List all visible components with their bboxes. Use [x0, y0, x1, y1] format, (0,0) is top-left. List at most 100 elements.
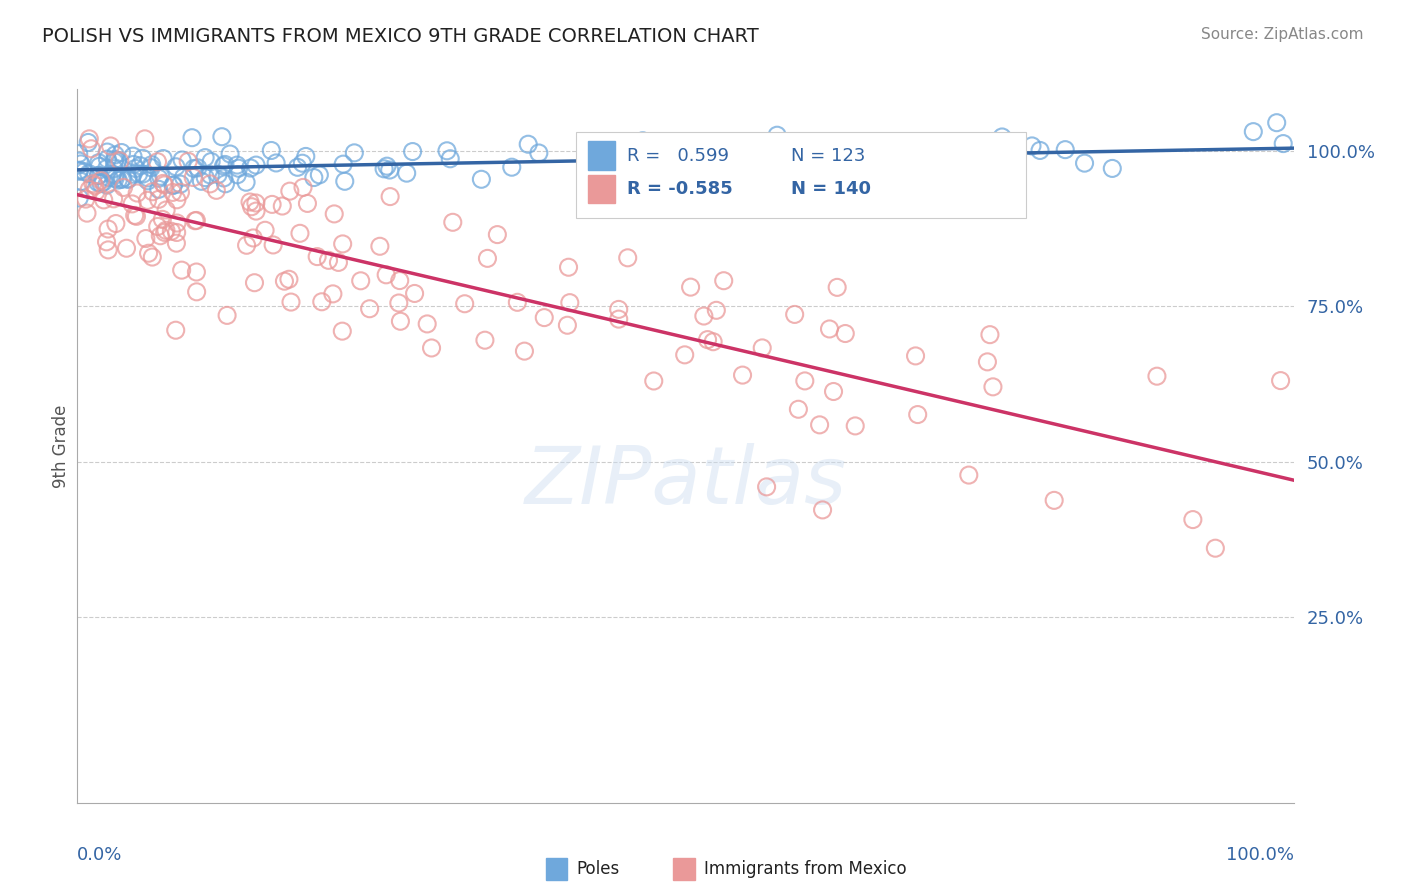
Point [128, 167, 150, 181]
Point [1146, 369, 1168, 384]
Point [287, 161, 309, 175]
Point [416, 317, 439, 331]
Point [93, 175, 115, 189]
Point [288, 227, 311, 241]
Point [271, 199, 294, 213]
Point [557, 318, 579, 333]
Point [111, 171, 134, 186]
Point [87, 155, 110, 169]
Point [101, 167, 124, 181]
Point [96, 235, 118, 249]
Point [278, 184, 301, 198]
Point [93, 193, 115, 207]
Point [166, 193, 188, 207]
Text: Poles: Poles [576, 860, 619, 878]
Point [404, 286, 426, 301]
Point [162, 186, 184, 200]
Point [624, 145, 647, 160]
Text: POLISH VS IMMIGRANTS FROM MEXICO 9TH GRADE CORRELATION CHART: POLISH VS IMMIGRANTS FROM MEXICO 9TH GRA… [42, 27, 759, 45]
Point [104, 171, 127, 186]
Point [439, 152, 461, 166]
Point [122, 149, 145, 163]
Point [614, 143, 637, 157]
Point [77, 167, 100, 181]
Point [84, 185, 107, 199]
Point [150, 212, 173, 227]
Bar [546, 858, 568, 880]
Point [153, 226, 176, 240]
Point [110, 172, 132, 186]
Point [152, 152, 174, 166]
Point [136, 194, 159, 208]
Point [368, 239, 391, 253]
Point [186, 213, 208, 227]
Point [350, 274, 373, 288]
Point [704, 303, 727, 318]
Point [129, 159, 152, 173]
Point [389, 314, 412, 328]
Point [378, 189, 401, 203]
Point [153, 178, 176, 192]
Point [103, 192, 125, 206]
Point [823, 384, 845, 399]
Point [170, 263, 193, 277]
Point [607, 302, 630, 317]
Point [219, 147, 242, 161]
Point [844, 418, 866, 433]
Point [131, 152, 153, 166]
Point [420, 341, 443, 355]
Point [868, 160, 890, 174]
Point [783, 308, 806, 322]
Point [104, 168, 127, 182]
Point [294, 149, 316, 163]
Point [69, 157, 91, 171]
Point [243, 276, 266, 290]
Point [149, 169, 172, 184]
Point [1021, 139, 1043, 153]
Point [226, 158, 249, 172]
Point [77, 183, 100, 197]
Point [262, 197, 284, 211]
Point [165, 323, 187, 337]
Point [766, 128, 789, 143]
Point [991, 130, 1014, 145]
Point [205, 183, 228, 197]
Point [124, 161, 146, 176]
Point [67, 146, 90, 161]
Y-axis label: 9th Grade: 9th Grade [52, 404, 70, 488]
Point [100, 139, 122, 153]
Point [245, 204, 267, 219]
Point [228, 161, 250, 176]
Point [73, 164, 96, 178]
Point [217, 309, 239, 323]
Point [121, 197, 143, 211]
Point [136, 174, 159, 188]
Point [557, 260, 579, 275]
Point [291, 156, 314, 170]
Point [87, 169, 110, 183]
Point [89, 159, 111, 173]
Point [558, 295, 581, 310]
Point [239, 194, 262, 209]
Point [115, 241, 138, 255]
Text: Immigrants from Mexico: Immigrants from Mexico [703, 860, 907, 878]
Point [127, 186, 149, 200]
Point [359, 301, 381, 316]
Point [141, 250, 163, 264]
Point [616, 251, 638, 265]
Point [643, 374, 665, 388]
Point [103, 161, 125, 176]
Point [146, 154, 169, 169]
Point [273, 274, 295, 288]
Point [527, 146, 550, 161]
Point [240, 200, 263, 214]
Point [103, 154, 125, 169]
Point [162, 178, 184, 193]
Point [67, 191, 90, 205]
Bar [588, 175, 614, 203]
Point [401, 145, 423, 159]
Point [681, 143, 703, 157]
Point [87, 176, 110, 190]
Point [169, 177, 191, 191]
Point [152, 177, 174, 191]
